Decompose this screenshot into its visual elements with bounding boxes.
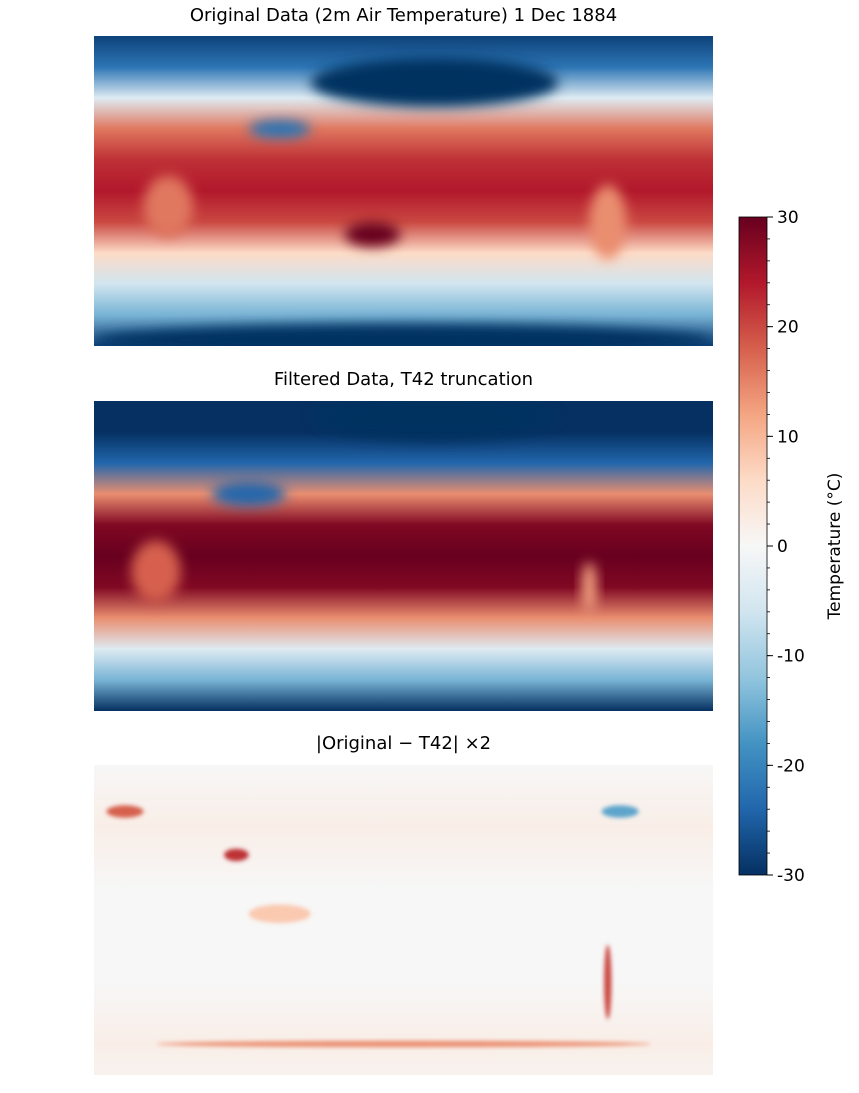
heatmap-field — [94, 401, 713, 711]
colorbar-label: Temperature (°C) — [825, 472, 845, 620]
heatmap-original — [94, 36, 713, 346]
heatmap-feature — [94, 324, 713, 346]
heatmap-feature — [310, 401, 559, 442]
colorbar — [738, 216, 768, 876]
colorbar-tick-label: 10 — [777, 427, 799, 447]
heatmap-feature — [581, 562, 597, 612]
colorbar-tick-label: 30 — [777, 208, 799, 228]
heatmap-feature — [131, 540, 181, 603]
colorbar-tick-label: -10 — [777, 647, 805, 667]
colorbar-tick-label: -30 — [777, 866, 805, 886]
heatmap-feature — [155, 1040, 652, 1048]
colorbar-tick-label: -20 — [777, 756, 805, 776]
heatmap-filtered — [94, 401, 713, 711]
heatmap-feature — [604, 944, 612, 1020]
heatmap-feature — [248, 904, 311, 924]
heatmap-field — [94, 765, 713, 1075]
colorbar-tick-label: 20 — [777, 318, 799, 338]
panel-title-filtered: Filtered Data, T42 truncation — [273, 369, 534, 390]
heatmap-feature — [223, 848, 249, 862]
heatmap-feature — [211, 481, 286, 507]
heatmap-feature — [601, 805, 639, 818]
colorbar-tick-label: 0 — [777, 537, 788, 557]
heatmap-feature — [248, 119, 311, 139]
heatmap-feature — [344, 222, 401, 247]
heatmap-feature — [143, 175, 194, 238]
panel-title-difference: |Original − T42| ×2 — [315, 733, 492, 754]
heatmap-difference — [94, 765, 713, 1075]
heatmap-feature — [589, 184, 627, 260]
heatmap-feature — [106, 805, 144, 818]
panel-title-original: Original Data (2m Air Temperature) 1 Dec… — [189, 5, 618, 26]
heatmap-feature — [310, 57, 559, 108]
